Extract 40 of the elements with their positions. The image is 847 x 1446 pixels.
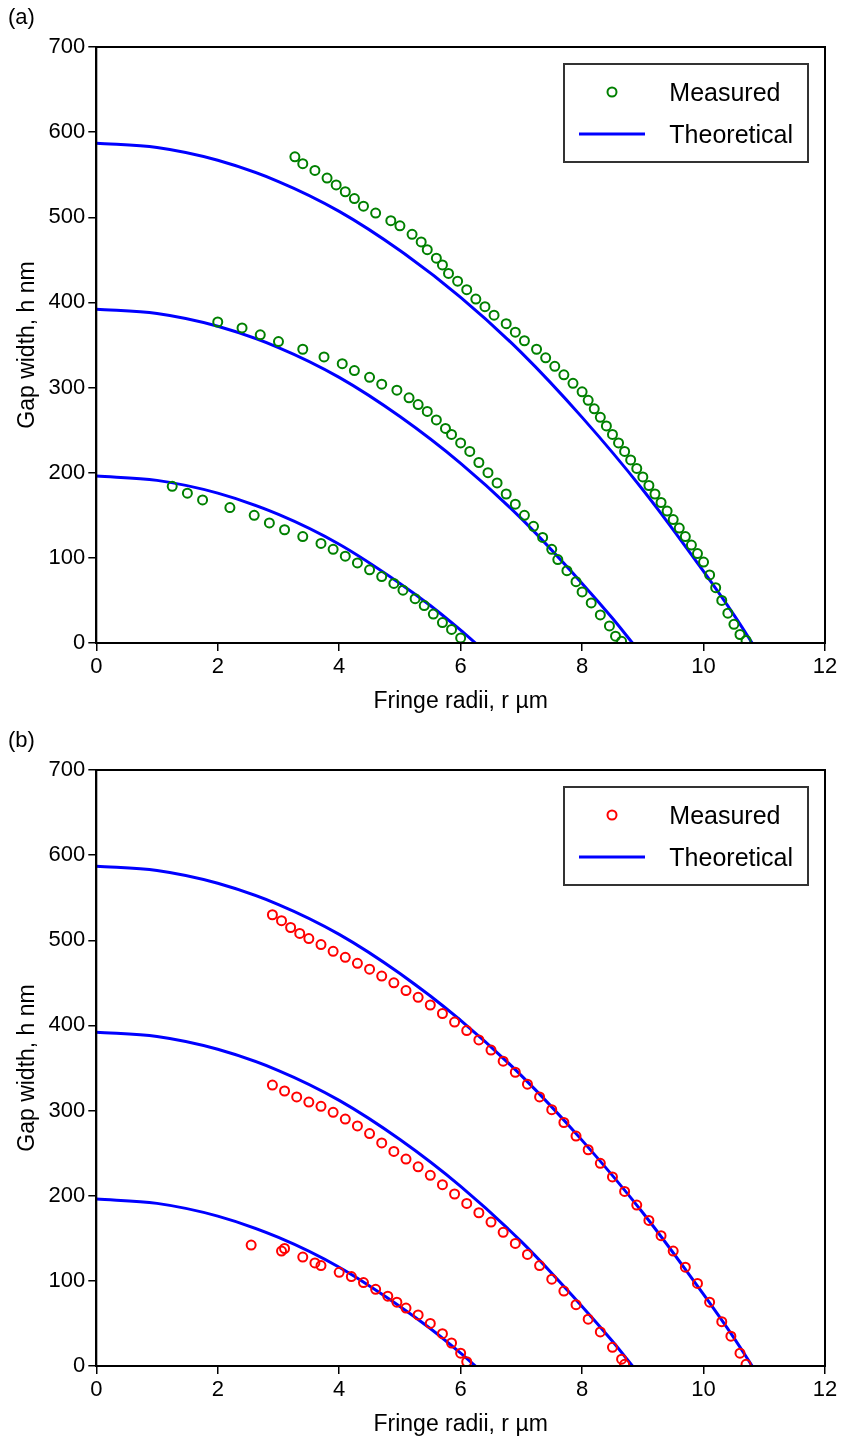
y-axis-title: Gap width, h nm bbox=[13, 984, 40, 1152]
y-tick-label: 0 bbox=[73, 1352, 86, 1378]
legend-label: Theoretical bbox=[669, 119, 793, 149]
y-tick-label: 600 bbox=[48, 118, 86, 144]
chart-title: (b) bbox=[8, 727, 35, 753]
y-tick-label: 200 bbox=[48, 1181, 86, 1207]
y-tick-label: 700 bbox=[48, 33, 86, 59]
y-tick-label: 0 bbox=[73, 629, 86, 655]
x-tick-label: 12 bbox=[812, 653, 838, 679]
y-tick-label: 500 bbox=[48, 926, 86, 952]
x-tick-label: 0 bbox=[90, 1376, 103, 1402]
y-tick-label: 100 bbox=[48, 543, 86, 569]
legend-label: Theoretical bbox=[669, 842, 793, 872]
y-tick-label: 700 bbox=[48, 756, 86, 782]
x-tick-label: 4 bbox=[333, 1376, 346, 1402]
y-tick-label: 300 bbox=[48, 1096, 86, 1122]
y-axis-title: Gap width, h nm bbox=[13, 261, 40, 429]
x-tick-label: 8 bbox=[575, 1376, 589, 1402]
x-tick-label: 2 bbox=[211, 653, 224, 679]
x-tick-label: 10 bbox=[691, 653, 716, 679]
y-tick-label: 400 bbox=[48, 1011, 86, 1037]
y-tick-label: 100 bbox=[48, 1266, 86, 1292]
x-tick-label: 0 bbox=[90, 653, 103, 679]
x-tick-label: 10 bbox=[691, 1376, 716, 1402]
chart-title: (a) bbox=[8, 4, 35, 30]
x-tick-label: 4 bbox=[333, 653, 346, 679]
legend-label: Measured bbox=[669, 77, 781, 107]
x-axis-title: Fringe radii, r µm bbox=[373, 686, 548, 713]
y-tick-label: 600 bbox=[48, 841, 86, 867]
x-tick-label: 6 bbox=[454, 653, 467, 679]
legend-label: Measured bbox=[669, 800, 781, 830]
x-tick-label: 8 bbox=[575, 653, 589, 679]
x-tick-label: 12 bbox=[812, 1376, 838, 1402]
x-tick-label: 6 bbox=[454, 1376, 467, 1402]
x-tick-label: 2 bbox=[211, 1376, 224, 1402]
y-tick-label: 300 bbox=[48, 373, 86, 399]
y-tick-label: 400 bbox=[48, 288, 86, 314]
y-tick-label: 200 bbox=[48, 458, 86, 484]
x-axis-title: Fringe radii, r µm bbox=[373, 1409, 548, 1436]
y-tick-label: 500 bbox=[48, 203, 86, 229]
